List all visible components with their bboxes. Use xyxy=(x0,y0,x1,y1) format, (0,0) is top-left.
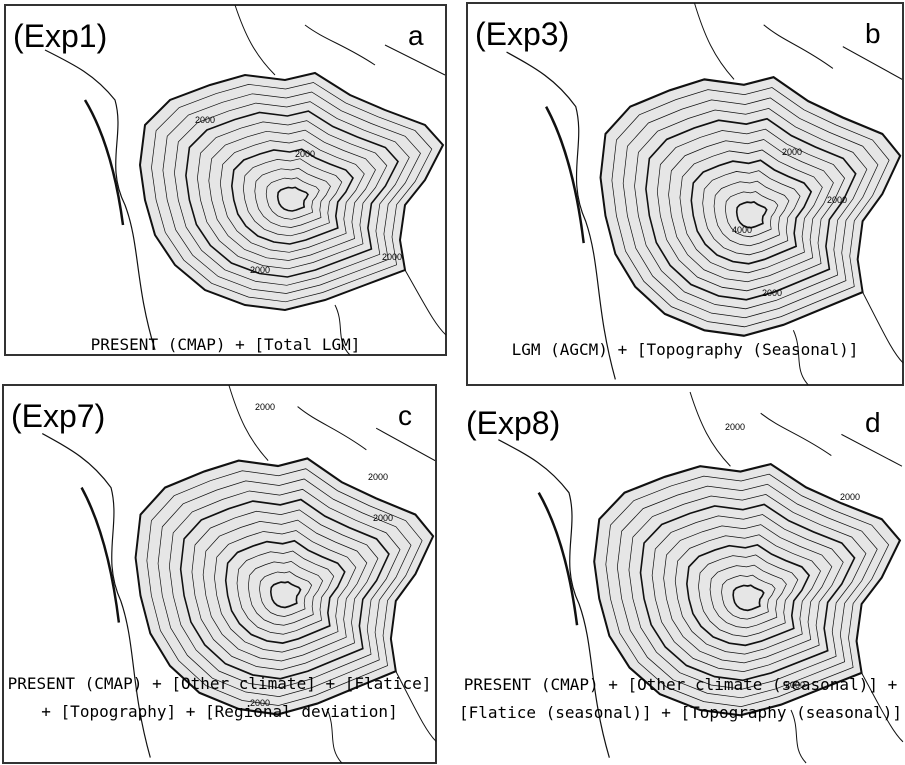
caption: LGM (AGCM) + [Topography (Seasonal)] xyxy=(512,340,859,359)
contour-label: 2000 xyxy=(840,492,860,502)
panel: (Exp1) a 2000 2000 2000 2000 PRESENT (CMAP) + … xyxy=(5,5,446,355)
panel-label: (Exp8) xyxy=(466,405,560,441)
contour-label: 2000 xyxy=(725,422,745,432)
caption: + [Topography] + [Regional deviation] xyxy=(41,702,397,721)
panel: (Exp3) b 2000 2000 4000 2000 LGM (AGCM) + [Top… xyxy=(467,3,903,385)
panel-letter: a xyxy=(408,20,424,51)
contour-label: 2000 xyxy=(295,149,315,159)
caption: [Flatice (seasonal)] + [Topography (seas… xyxy=(459,703,902,722)
contour-label: 2000 xyxy=(250,265,270,275)
panel-label: (Exp3) xyxy=(475,16,569,52)
contour-label: 2000 xyxy=(255,402,275,412)
panel-label: (Exp1) xyxy=(13,18,107,54)
caption: PRESENT (CMAP) + [Other climate] + [Flat… xyxy=(8,674,432,693)
coastline xyxy=(507,52,616,379)
caption: PRESENT (CMAP) + [Total LGM] xyxy=(91,335,361,354)
contour-label: 2000 xyxy=(195,115,215,125)
contour-label: 2000 xyxy=(762,288,782,298)
map xyxy=(45,5,446,355)
coastline xyxy=(45,50,155,350)
ice-sheet xyxy=(140,73,443,310)
contour-label: 2000 xyxy=(373,513,393,523)
panel-letter: b xyxy=(865,18,881,49)
ice-sheet xyxy=(601,77,901,336)
panel-label: (Exp7) xyxy=(11,398,105,434)
panel-letter: c xyxy=(398,400,412,431)
contour-label: 2000 xyxy=(782,147,802,157)
contour-label: 4000 xyxy=(732,225,752,235)
map xyxy=(507,3,904,385)
caption: PRESENT (CMAP) + [Other climate (seasona… xyxy=(464,675,897,694)
contour-label: 2000 xyxy=(827,195,847,205)
contour-label: 2000 xyxy=(382,252,402,262)
panel-letter: d xyxy=(865,407,881,438)
contour-label: 2000 xyxy=(368,472,388,482)
figure: (Exp1) a 2000 2000 2000 2000 PRESENT (CMAP) + … xyxy=(0,0,905,765)
